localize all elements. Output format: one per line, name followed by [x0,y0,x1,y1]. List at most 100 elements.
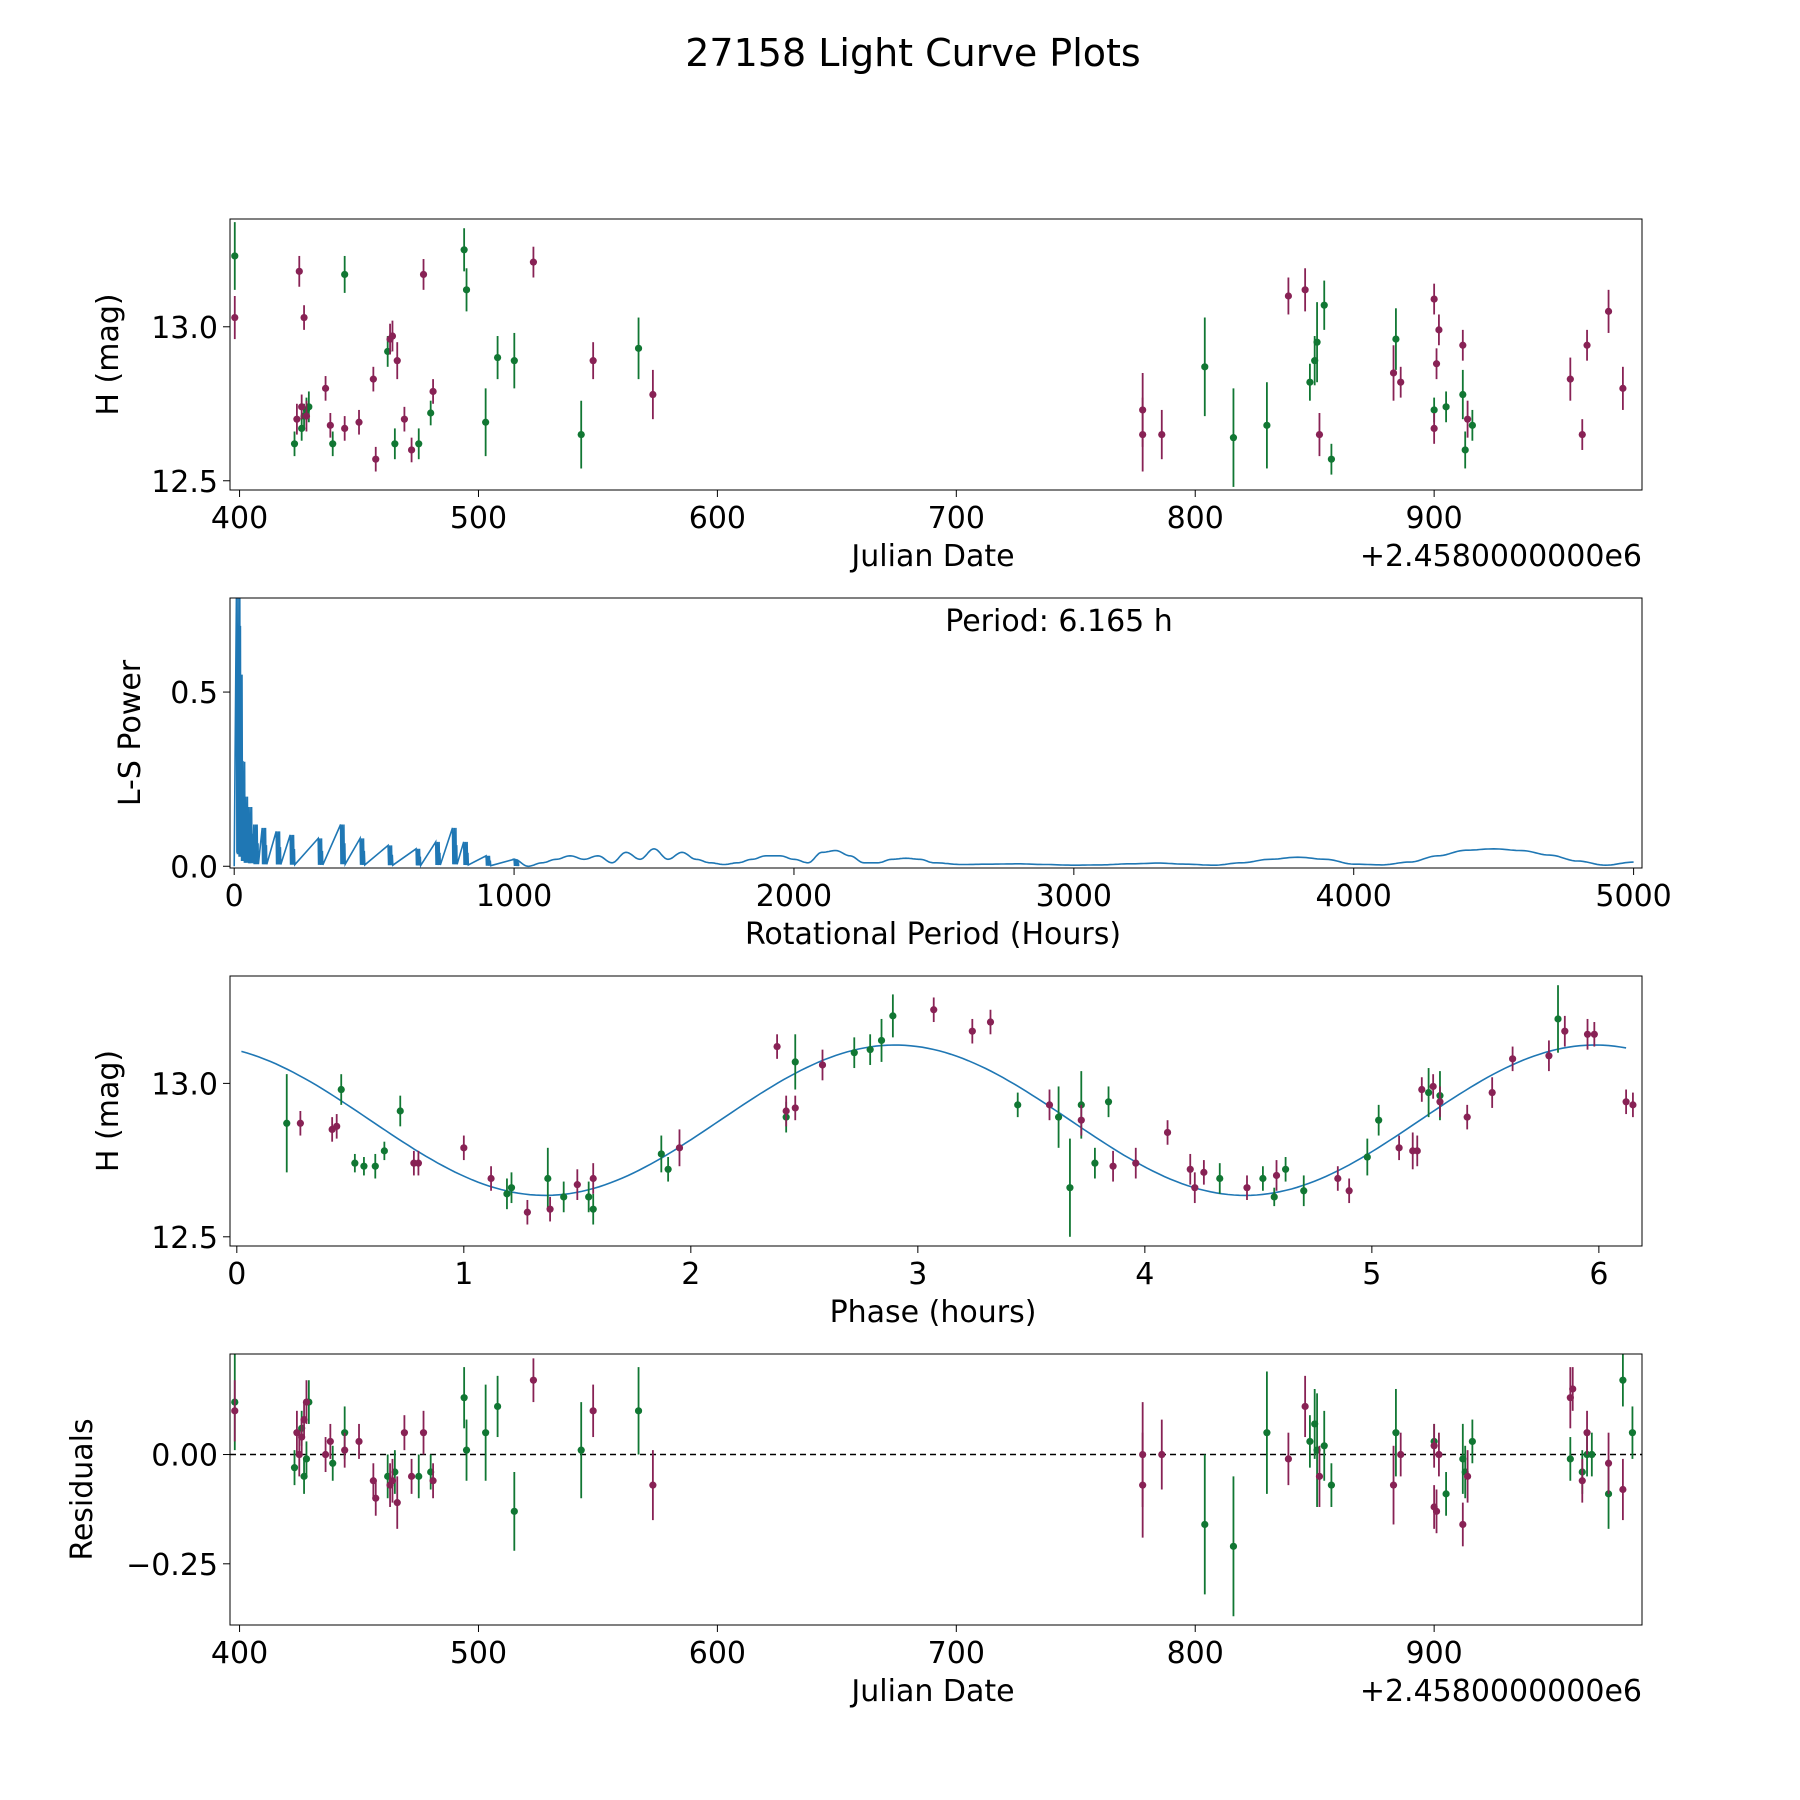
residuals-offset-label: +2.4580000000e6 [1360,1674,1642,1709]
data-point-g [1320,1442,1328,1450]
data-point-r [1590,1030,1598,1038]
data-point-g [577,1446,585,1454]
data-point-g [634,1407,643,1415]
x-tick-label: 900 [1406,1636,1463,1671]
data-point-r [589,1174,597,1183]
y-tick-label: 0.0 [170,850,218,885]
data-point-r [1109,1162,1117,1170]
phased-panel: Phase (hours) H (mag) 0 1 2 3 4 5 6 12.5 13.0 [91,975,1643,1330]
axes-frame [229,1353,1643,1626]
data-point-r [1284,1455,1293,1463]
data-point-r [1583,1030,1592,1038]
data-point-g [329,1459,337,1467]
data-point-r [675,1144,684,1152]
y-tick-label: 12.5 [151,465,218,500]
power-line [233,598,1634,868]
data-point-g [889,1012,897,1020]
data-point-r [986,1018,995,1026]
data-point-g [380,1147,388,1155]
data-point-r [1545,1052,1553,1060]
data-point-r [1619,1485,1627,1494]
data-point-r [355,418,363,426]
data-point-g [396,1107,404,1115]
axes-frame [229,975,1643,1247]
data-point-r [293,415,301,423]
data-point-r [1191,1184,1199,1192]
data-point-g [585,1193,593,1201]
data-point-r [400,415,409,423]
data-point-g [1566,1455,1574,1463]
data-point-r [1418,1085,1426,1094]
x-tick-label: 4000 [1316,879,1392,914]
data-point-r [1272,1171,1281,1180]
data-point-r [393,357,401,365]
data-point-g [1363,1153,1371,1161]
lightcurve-panel: Julian Date H (mag) +2.4580000000e6 400 5… [91,218,1643,574]
data-point-g [850,1049,858,1057]
data-point-r [1301,286,1309,294]
data-point-g [791,1058,799,1066]
residuals-panel: Julian Date Residuals +2.4580000000e6 40… [65,1353,1643,1709]
data-point-r [649,1481,657,1489]
data-point-r [1629,1101,1637,1109]
data-point-r [649,390,657,399]
data-point-r [573,1181,581,1189]
x-tick-label: 1000 [476,879,552,914]
data-point-r [1459,1520,1467,1529]
plot-area [233,598,1634,868]
data-point-r [1413,1147,1421,1155]
data-point-g [1619,1376,1627,1384]
data-point-g [1430,406,1438,414]
data-point-g [1442,1490,1450,1498]
data-point-g [415,440,423,448]
data-point-r [321,384,330,392]
data-point-g [1306,378,1314,386]
data-point-r [589,357,597,365]
data-point-r [1200,1168,1208,1176]
data-point-g [507,1184,516,1192]
x-tick-label: 500 [450,1636,507,1671]
data-point-r [791,1104,799,1112]
data-point-g [510,1507,518,1515]
data-point-r [372,1494,380,1502]
data-point-g [1066,1184,1074,1192]
x-tick-label: 5 [1362,1257,1381,1292]
period-annotation: Period: 6.165 h [945,604,1173,639]
data-point-g [351,1159,359,1167]
y-tick-label: −0.25 [126,1548,218,1583]
axes-frame [229,597,1643,869]
data-point-g [391,440,399,448]
data-point-r [1436,1098,1444,1106]
data-point-r [1435,326,1443,334]
data-point-g [1014,1101,1022,1109]
data-point-r [400,1429,409,1437]
data-point-r [1488,1088,1496,1097]
data-point-r [1463,1113,1471,1121]
data-point-r [372,455,380,463]
x-tick-label: 600 [689,501,746,536]
data-point-g [657,1150,665,1158]
phased-xlabel: Phase (hours) [830,1295,1037,1330]
data-point-r [1139,1481,1147,1489]
data-point-r [1604,307,1613,315]
residuals-xlabel: Julian Date [849,1674,1014,1709]
data-point-r [419,1429,428,1437]
data-point-r [1158,430,1166,439]
data-point-r [930,1006,938,1014]
data-point-r [1315,1472,1324,1480]
data-point-g [1229,434,1238,442]
x-tick-label: 0 [227,1257,246,1292]
data-point-g [1442,403,1450,411]
data-point-r [231,313,239,322]
x-tick-label: 800 [1167,1636,1224,1671]
data-point-g [290,440,299,448]
data-point-r [341,1446,349,1454]
data-point-g [1327,1481,1336,1489]
lightcurve-xlabel: Julian Date [849,539,1014,574]
data-point-g [302,1455,311,1463]
y-tick-label: 0.5 [170,676,218,711]
data-point-g [1054,1113,1063,1121]
periodogram-ylabel: L-S Power [113,659,148,806]
data-point-g [1461,446,1469,454]
data-point-r [1430,1442,1438,1450]
